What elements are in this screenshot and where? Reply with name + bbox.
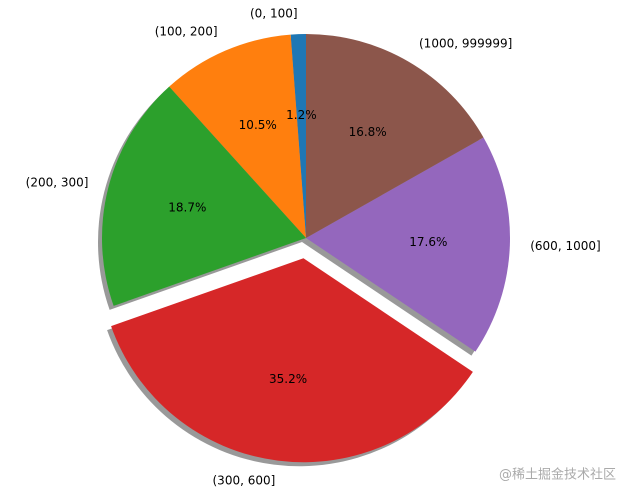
slice-label: (200, 300] (26, 175, 89, 189)
slice (306, 137, 511, 352)
slice (290, 34, 306, 238)
slice (111, 258, 473, 463)
slice-label: (0, 100] (250, 6, 298, 20)
slice-label: (1000, 999999] (419, 37, 512, 51)
pct-label: 1.2% (286, 108, 317, 122)
pct-label: 35.2% (269, 372, 307, 386)
slice-label: (100, 200] (155, 24, 218, 38)
pct-label: 16.8% (349, 125, 387, 139)
slices (101, 34, 511, 463)
slice-label: (300, 600] (213, 473, 276, 487)
pct-label: 17.6% (409, 235, 447, 249)
slice-label: (600, 1000] (530, 239, 600, 253)
pct-label: 18.7% (168, 200, 206, 214)
slice (306, 34, 484, 238)
slice (169, 34, 306, 238)
pct-label: 10.5% (239, 118, 277, 132)
watermark: @稀土掘金技术社区 (499, 467, 616, 483)
slice (101, 86, 306, 306)
